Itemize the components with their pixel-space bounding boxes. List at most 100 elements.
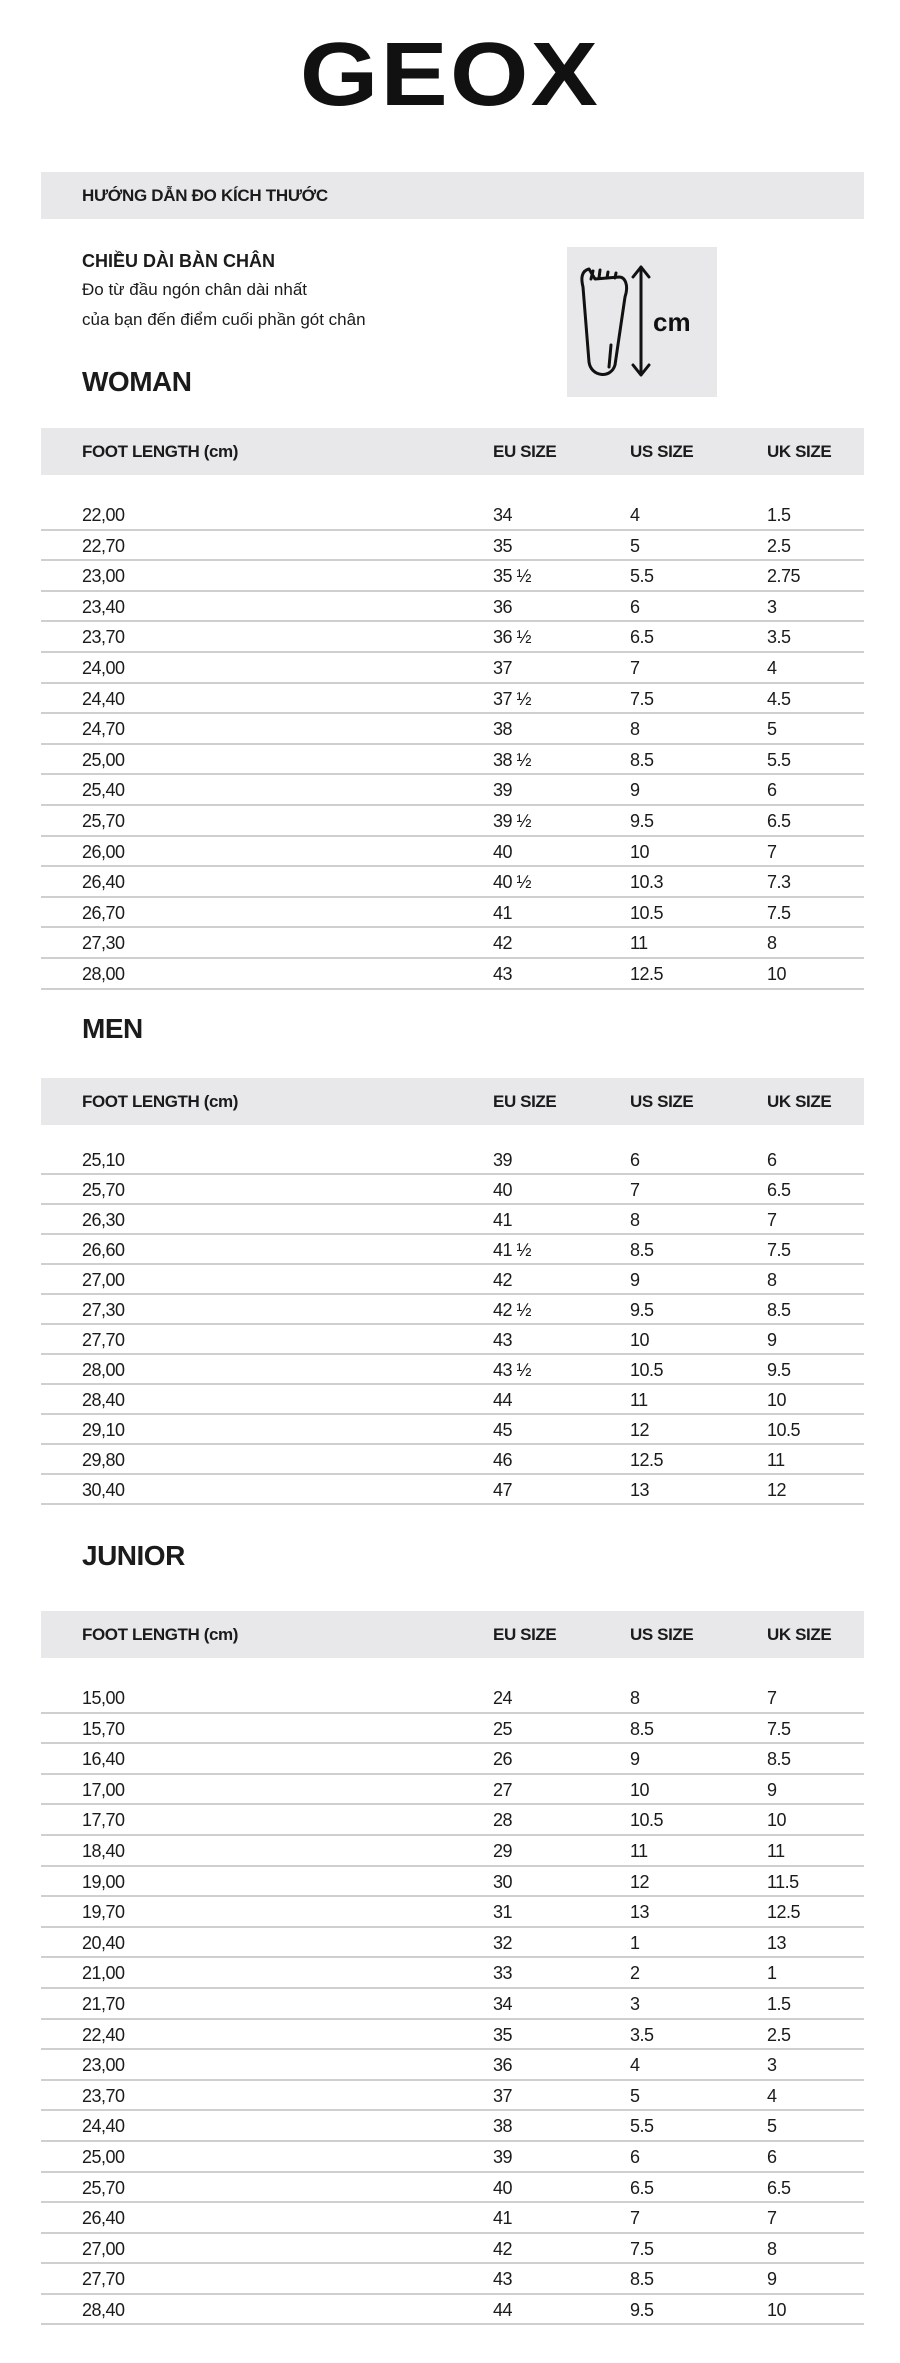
eu-size-cell: 31 [493, 1902, 513, 1923]
size-guide-title: HƯỚNG DẪN ĐO KÍCH THƯỚC [82, 186, 328, 205]
eu-size-cell: 41 ½ [493, 1240, 532, 1260]
table-row: 30,40 47 13 12 [41, 1475, 864, 1505]
eu-size-cell: 42 ½ [493, 1300, 532, 1320]
us-size-cell: 8.5 [630, 749, 654, 770]
us-size-cell: 9.5 [630, 2299, 654, 2320]
table-header: FOOT LENGTH (cm) EU SIZE US SIZE UK SIZE [41, 428, 864, 475]
eu-size-cell: 41 [493, 2208, 513, 2229]
us-size-cell: 6.5 [630, 627, 654, 648]
us-size-cell: 9 [630, 1749, 640, 1770]
eu-size-cell: 37 [493, 2085, 513, 2106]
geox-logo: GEOX [299, 25, 601, 125]
us-size-cell: 7 [630, 657, 640, 678]
uk-size-cell: 13 [767, 1932, 787, 1953]
uk-size-cell: 7.5 [767, 1240, 791, 1260]
foot-length-instruction-1: Đo từ đầu ngón chân dài nhất [82, 280, 307, 299]
table-row: 24,70 38 8 5 [41, 714, 864, 745]
uk-size-cell: 1.5 [767, 1993, 791, 2014]
table-row: 19,00 30 12 11.5 [41, 1867, 864, 1898]
table-row: 23,70 36 ½ 6.5 3.5 [41, 622, 864, 653]
column-header: UK SIZE [767, 442, 832, 461]
table-row: 27,70 43 10 9 [41, 1325, 864, 1355]
foot-length-cell: 22,00 [82, 505, 125, 525]
eu-size-cell: 38 [493, 719, 513, 740]
uk-size-cell: 6 [767, 780, 777, 801]
us-size-cell: 13 [630, 1902, 650, 1923]
uk-size-cell: 3 [767, 2055, 777, 2076]
us-size-cell: 10.5 [630, 902, 664, 923]
table-row: 19,70 31 13 12.5 [41, 1897, 864, 1928]
foot-length-cell: 27,00 [82, 1270, 125, 1290]
table-row: 21,00 33 2 1 [41, 1958, 864, 1989]
table-row: 20,40 32 1 13 [41, 1928, 864, 1959]
foot-length-cell: 22,70 [82, 535, 125, 556]
foot-length-cell: 27,00 [82, 2238, 125, 2259]
uk-size-cell: 3.5 [767, 627, 791, 648]
eu-size-cell: 27 [493, 1779, 513, 1800]
table-row: 24,40 37 ½ 7.5 4.5 [41, 684, 864, 715]
uk-size-cell: 6.5 [767, 2177, 791, 2198]
eu-size-cell: 24 [493, 1688, 513, 1708]
uk-size-cell: 8.5 [767, 1300, 791, 1320]
table-row: 26,40 40 ½ 10.3 7.3 [41, 867, 864, 898]
foot-length-cell: 19,70 [82, 1902, 125, 1923]
table-row: 26,60 41 ½ 8.5 7.5 [41, 1235, 864, 1265]
eu-size-cell: 35 [493, 2024, 513, 2045]
eu-size-cell: 34 [493, 1993, 513, 2014]
uk-size-cell: 5.5 [767, 749, 791, 770]
eu-size-cell: 42 [493, 933, 513, 954]
eu-size-cell: 28 [493, 1810, 513, 1831]
foot-length-cell: 26,40 [82, 872, 125, 893]
table-row: 15,00 24 8 7 [41, 1683, 864, 1714]
table-row: 27,70 43 8.5 9 [41, 2264, 864, 2295]
foot-length-cell: 23,70 [82, 2085, 125, 2106]
foot-length-cell: 28,40 [82, 2299, 125, 2320]
foot-length-cell: 26,70 [82, 902, 125, 923]
uk-size-cell: 6 [767, 2146, 777, 2167]
column-header: FOOT LENGTH (cm) [82, 442, 239, 461]
table-row: 25,00 39 6 6 [41, 2142, 864, 2173]
eu-size-cell: 40 [493, 841, 513, 862]
us-size-cell: 7 [630, 2208, 640, 2229]
foot-length-cell: 15,00 [82, 1688, 125, 1708]
eu-size-cell: 36 [493, 596, 513, 617]
size-table-body: 25,10 39 6 6 25,70 40 7 6.5 26,30 41 8 7 26,60 41 ½ 8.… [41, 1145, 864, 1505]
uk-size-cell: 12.5 [767, 1902, 801, 1923]
eu-size-cell: 36 [493, 2055, 513, 2076]
uk-size-cell: 4 [767, 2085, 777, 2106]
foot-length-cell: 23,70 [82, 627, 125, 648]
column-header: UK SIZE [767, 1092, 832, 1111]
us-size-cell: 11 [630, 1390, 648, 1410]
us-size-cell: 7.5 [630, 2238, 654, 2259]
eu-size-cell: 37 [493, 657, 513, 678]
table-row: 27,30 42 11 8 [41, 928, 864, 959]
eu-size-cell: 33 [493, 1963, 513, 1984]
table-row: 24,00 37 7 4 [41, 653, 864, 684]
foot-length-cell: 21,70 [82, 1993, 125, 2014]
eu-size-cell: 44 [493, 1390, 513, 1410]
us-size-cell: 5.5 [630, 566, 654, 587]
uk-size-cell: 10.5 [767, 1420, 801, 1440]
uk-size-cell: 7.5 [767, 1718, 791, 1739]
column-header: EU SIZE [493, 442, 557, 461]
uk-size-cell: 6.5 [767, 810, 791, 831]
foot-measure-icon: cm [567, 247, 717, 397]
foot-length-cell: 19,00 [82, 1871, 125, 1892]
eu-size-cell: 43 ½ [493, 1360, 532, 1380]
us-size-cell: 6 [630, 2146, 640, 2167]
foot-length-cell: 24,70 [82, 719, 125, 740]
eu-size-cell: 37 ½ [493, 688, 532, 709]
table-row: 17,00 27 10 9 [41, 1775, 864, 1806]
foot-length-instruction-2: của bạn đến điểm cuối phần gót chân [82, 310, 366, 329]
eu-size-cell: 39 [493, 1150, 513, 1170]
us-size-cell: 8.5 [630, 2269, 654, 2290]
eu-size-cell: 43 [493, 963, 513, 984]
foot-length-cell: 25,40 [82, 780, 125, 801]
us-size-cell: 10.5 [630, 1810, 664, 1831]
uk-size-cell: 10 [767, 2299, 787, 2320]
eu-size-cell: 40 [493, 1180, 513, 1200]
us-size-cell: 8 [630, 1688, 640, 1708]
us-size-cell: 3.5 [630, 2024, 654, 2045]
uk-size-cell: 7 [767, 841, 777, 862]
uk-size-cell: 1.5 [767, 505, 791, 525]
